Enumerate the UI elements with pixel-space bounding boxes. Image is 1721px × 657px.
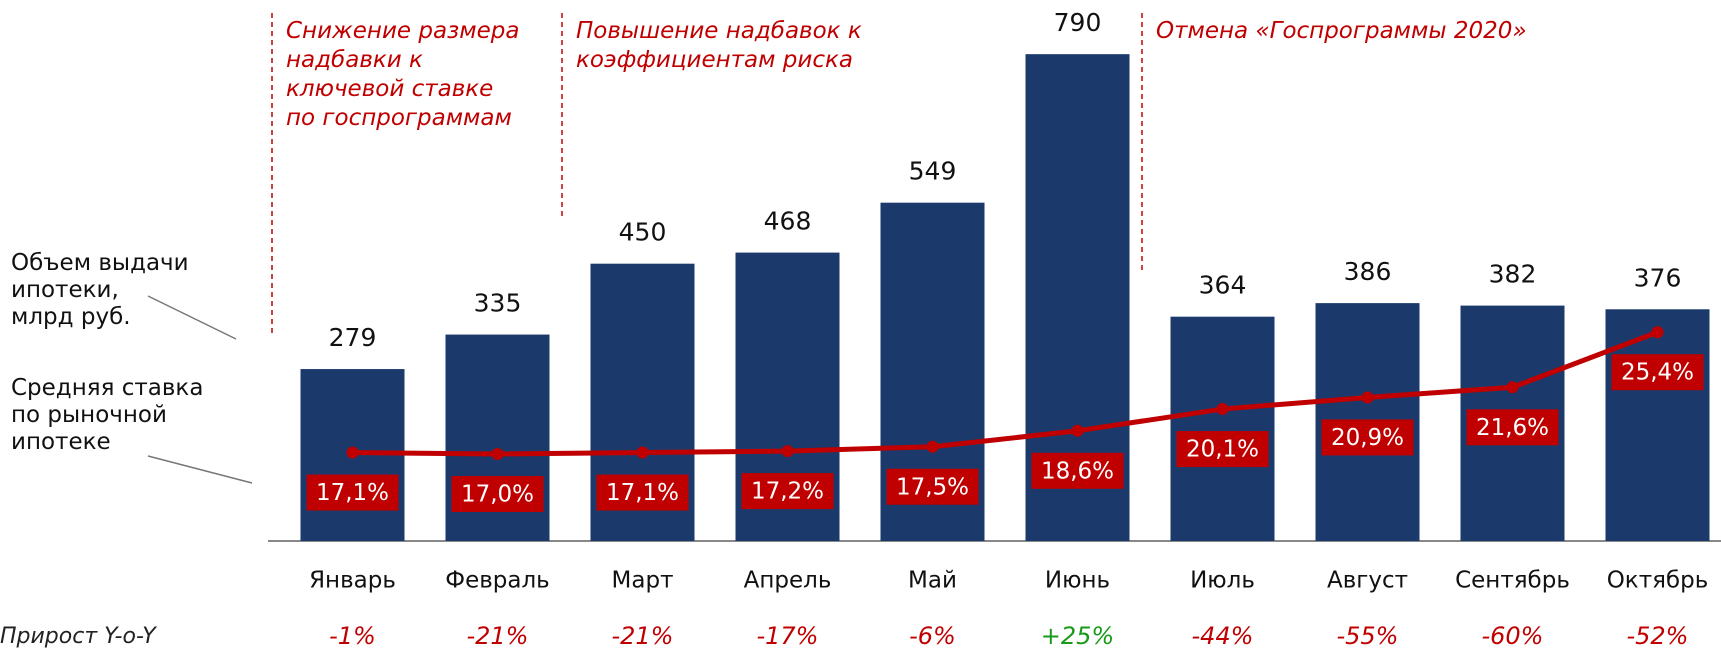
annotation: Снижение размера надбавки к ключевой ста… bbox=[286, 18, 520, 131]
line-marker bbox=[781, 445, 794, 458]
growth-value: -21% bbox=[466, 622, 528, 650]
growth-value: -52% bbox=[1626, 622, 1688, 650]
annotation: Отмена «Госпрограммы 2020» bbox=[1156, 18, 1527, 44]
x-tick-label: Сентябрь bbox=[1455, 568, 1570, 594]
line-marker bbox=[1651, 326, 1664, 339]
x-tick-label: Август bbox=[1327, 568, 1408, 594]
line-marker bbox=[1216, 403, 1229, 416]
label-box bbox=[741, 473, 834, 510]
bar-value-label: 279 bbox=[329, 323, 377, 352]
legend-line: Средняя ставка по рыночной ипотеке bbox=[11, 375, 204, 455]
bar-value-label: 364 bbox=[1199, 271, 1247, 300]
line-marker bbox=[491, 448, 504, 460]
bar-value-label: 549 bbox=[909, 157, 957, 186]
growth-value: +25% bbox=[1041, 622, 1114, 650]
label-box bbox=[1321, 419, 1414, 456]
bar-value-label: 790 bbox=[1054, 8, 1102, 37]
growth-value: -60% bbox=[1481, 622, 1543, 650]
label-box bbox=[1176, 431, 1269, 468]
bar-value-label: 376 bbox=[1634, 263, 1682, 292]
x-tick-label: Январь bbox=[309, 568, 396, 594]
legend-bar: Объем выдачи ипотеки, млрд руб. bbox=[11, 250, 189, 330]
growth-value: -17% bbox=[756, 622, 818, 650]
x-tick-label: Апрель bbox=[744, 568, 832, 594]
line-value-label: 20,9% bbox=[1331, 425, 1404, 451]
line-value-label: 17,1% bbox=[606, 480, 679, 506]
bar-value-label: 468 bbox=[764, 207, 812, 236]
annotation: Повышение надбавок к коэффициентам риска bbox=[576, 18, 862, 73]
line bbox=[352, 329, 1659, 457]
bar bbox=[1170, 316, 1275, 541]
x-tick-label: Март bbox=[612, 568, 674, 594]
label-box bbox=[451, 476, 544, 512]
growth-value: -21% bbox=[611, 622, 673, 650]
x-tick-label: Июль bbox=[1190, 568, 1255, 594]
label-box bbox=[1466, 409, 1559, 446]
line-marker bbox=[1071, 424, 1084, 437]
growth-value: -55% bbox=[1336, 622, 1398, 650]
line-marker bbox=[1361, 391, 1374, 404]
line-value-label: 17,2% bbox=[751, 479, 824, 505]
label-box bbox=[306, 474, 399, 511]
line-value-label: 21,6% bbox=[1476, 415, 1549, 441]
bar-value-label: 386 bbox=[1344, 257, 1392, 286]
growth-label: Прирост Y-o-Y bbox=[0, 624, 157, 649]
line-value-label: 17,5% bbox=[896, 474, 969, 500]
x-tick-label: Февраль bbox=[445, 568, 549, 594]
line-value-label: 25,4% bbox=[1621, 360, 1694, 386]
bar-value-label: 335 bbox=[474, 289, 522, 318]
line-marker bbox=[926, 440, 939, 453]
growth-value: -6% bbox=[909, 622, 956, 650]
line-value-label: 17,1% bbox=[316, 480, 389, 506]
line-value-label: 20,1% bbox=[1186, 437, 1259, 463]
growth-value: -1% bbox=[329, 622, 376, 650]
line-value-label: 18,6% bbox=[1041, 458, 1114, 484]
leader-line bbox=[147, 455, 253, 484]
growth-value: -44% bbox=[1191, 622, 1253, 650]
line-marker bbox=[636, 446, 649, 459]
bar-value-label: 450 bbox=[619, 218, 667, 247]
label-box bbox=[596, 474, 689, 511]
x-tick-label: Май bbox=[908, 568, 957, 594]
leader-line bbox=[147, 295, 237, 340]
label-box bbox=[1031, 452, 1124, 489]
line-marker bbox=[346, 446, 359, 459]
line-marker bbox=[1506, 381, 1519, 394]
bar-value-label: 382 bbox=[1489, 260, 1537, 289]
x-tick-label: Октябрь bbox=[1607, 568, 1709, 594]
label-box bbox=[1611, 354, 1704, 391]
x-tick-label: Июнь bbox=[1045, 568, 1110, 594]
line-value-label: 17,0% bbox=[461, 482, 534, 508]
label-box bbox=[886, 468, 979, 505]
